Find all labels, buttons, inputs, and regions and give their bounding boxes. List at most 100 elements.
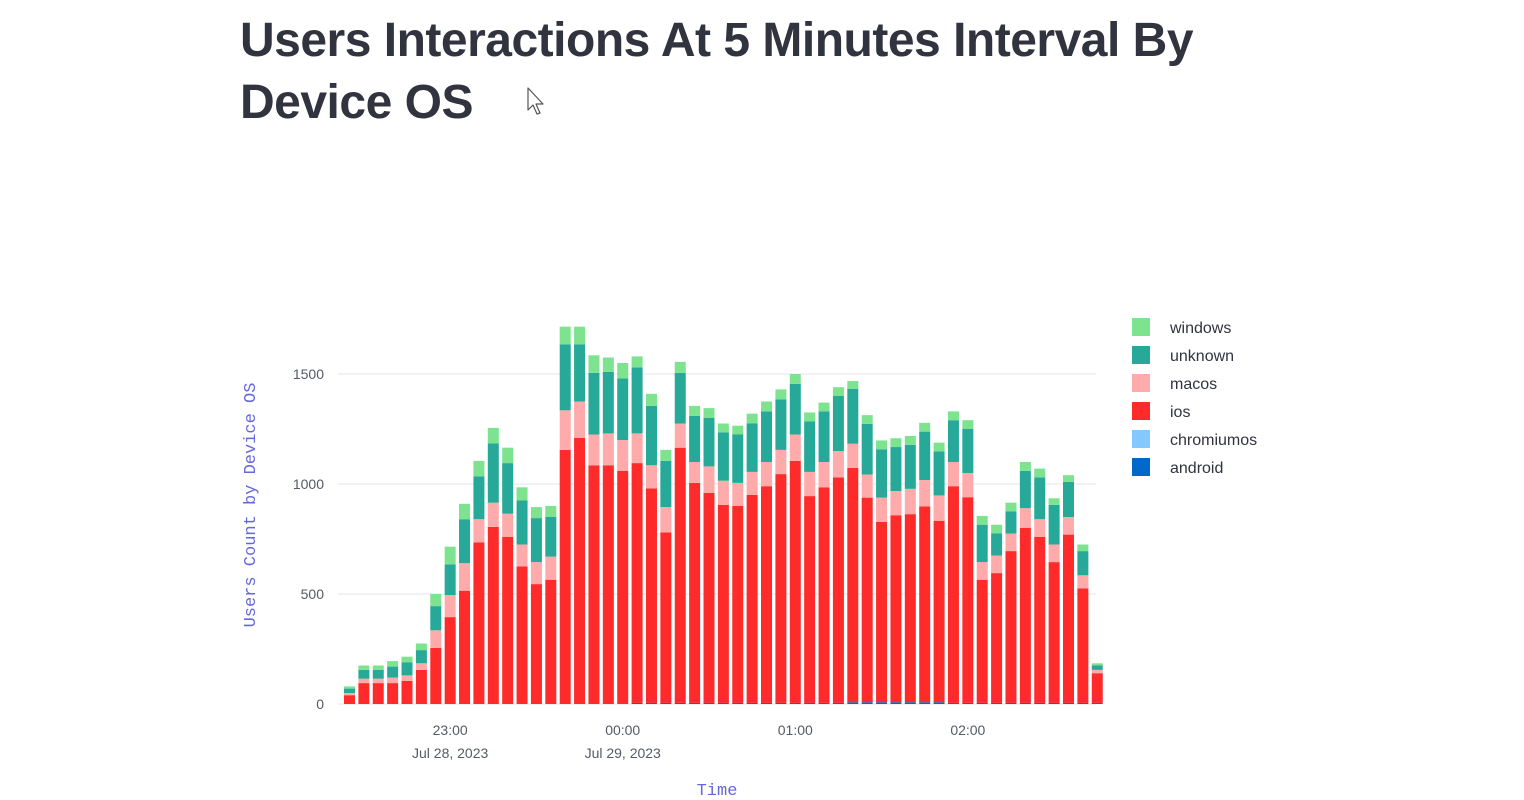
bar-segment-windows bbox=[344, 686, 355, 689]
bar-segment-macos bbox=[904, 488, 916, 515]
bar-segment-windows bbox=[976, 515, 988, 525]
bar-segment-ios bbox=[991, 573, 1003, 703]
bar-segment-macos bbox=[487, 502, 499, 527]
bar-segment-ios bbox=[344, 695, 355, 704]
bar-segment-windows bbox=[732, 425, 744, 435]
bar-segment-windows bbox=[761, 401, 773, 412]
bar-segment-macos bbox=[516, 544, 528, 567]
bar-segment-windows bbox=[372, 665, 384, 670]
x-tick-label: 00:00 bbox=[605, 722, 640, 738]
bar-segment-windows bbox=[933, 442, 945, 452]
bar-segment-android bbox=[1034, 702, 1046, 704]
bar-segment-windows bbox=[617, 363, 629, 379]
bar-segment-macos bbox=[1063, 517, 1074, 535]
bar-segment-ios bbox=[430, 647, 442, 704]
bar-segment-unknown bbox=[617, 378, 629, 440]
bar-segment-unknown bbox=[1091, 665, 1103, 670]
legend-swatch-unknown bbox=[1132, 346, 1150, 364]
bar-segment-ios bbox=[1005, 551, 1017, 703]
legend-label-windows: windows bbox=[1169, 320, 1231, 337]
bar-segment-android bbox=[976, 702, 988, 704]
bar-segment-ios bbox=[890, 515, 902, 703]
bar-segment-macos bbox=[1077, 575, 1089, 589]
bar-segment-windows bbox=[674, 361, 686, 373]
bar-segment-windows bbox=[473, 460, 485, 477]
bar-segment-android bbox=[818, 702, 830, 704]
bar-segment-ios bbox=[645, 488, 657, 703]
bar-segment-macos bbox=[502, 513, 514, 537]
bar-segment-windows bbox=[1034, 468, 1046, 478]
bar-segment-android bbox=[876, 702, 888, 704]
bar-segment-android bbox=[645, 702, 657, 704]
bar-segment-windows bbox=[645, 393, 657, 406]
bar-segment-windows bbox=[861, 415, 873, 424]
bar-segment-macos bbox=[832, 451, 844, 478]
bar-segment-unknown bbox=[847, 388, 859, 444]
bar-segment-ios bbox=[1077, 588, 1089, 703]
bar-segment-ios bbox=[372, 683, 384, 704]
legend-swatch-windows bbox=[1132, 318, 1150, 336]
bar-segment-ios bbox=[904, 514, 916, 703]
bar-segment-unknown bbox=[358, 669, 370, 679]
bar-segment-unknown bbox=[703, 418, 715, 467]
bar-segment-windows bbox=[904, 436, 916, 445]
bar-segment-ios bbox=[861, 497, 873, 703]
bar-segment-unknown bbox=[487, 443, 499, 503]
bar-segment-ios bbox=[487, 526, 499, 704]
bar-segment-ios bbox=[401, 680, 413, 704]
bar-segment-unknown bbox=[1034, 477, 1046, 520]
bar-segment-macos bbox=[574, 401, 586, 438]
bar-segment-windows bbox=[1077, 544, 1089, 552]
bar-segment-unknown bbox=[1005, 511, 1017, 534]
bar-segment-ios bbox=[962, 497, 974, 703]
legend-label-macos: macos bbox=[1170, 376, 1217, 393]
bar-segment-android bbox=[746, 702, 758, 704]
bar-segment-macos bbox=[976, 562, 988, 580]
bar-segment-unknown bbox=[861, 423, 873, 475]
bar-segment-unknown bbox=[430, 606, 442, 631]
legend-label-android: android bbox=[1170, 460, 1223, 477]
bar-segment-macos bbox=[1091, 669, 1103, 674]
bar-segment-android bbox=[804, 702, 816, 704]
y-tick-label: 1500 bbox=[293, 366, 324, 382]
bar-segment-android bbox=[775, 702, 787, 704]
bar-segment-macos bbox=[890, 491, 902, 516]
bar-segment-macos bbox=[804, 471, 816, 497]
bar-segment-unknown bbox=[818, 411, 830, 462]
y-axis-title: Users Count by Device OS bbox=[242, 383, 261, 628]
bar-segment-unknown bbox=[804, 421, 816, 472]
bar-segment-windows bbox=[387, 661, 399, 667]
bar-segment-ios bbox=[947, 486, 959, 703]
bar-segment-windows bbox=[530, 507, 542, 519]
bar-segment-windows bbox=[588, 355, 600, 373]
bar-segment-ios bbox=[574, 437, 586, 704]
legend-swatch-macos bbox=[1132, 374, 1150, 392]
bar-segment-unknown bbox=[387, 666, 399, 678]
bar-segment-macos bbox=[991, 555, 1003, 574]
bar-segment-macos bbox=[1005, 533, 1017, 552]
bar-segment-unknown bbox=[459, 519, 471, 564]
bar-segment-unknown bbox=[415, 650, 427, 664]
bar-segment-windows bbox=[847, 381, 859, 389]
bar-segment-ios bbox=[516, 566, 528, 704]
bar-segment-macos bbox=[1034, 519, 1046, 537]
bar-segment-macos bbox=[358, 678, 370, 684]
bar-segment-windows bbox=[631, 356, 643, 368]
bar-segment-windows bbox=[574, 326, 586, 345]
bar-segment-windows bbox=[1063, 475, 1074, 482]
bar-segment-macos bbox=[372, 678, 384, 684]
bar-segment-unknown bbox=[904, 444, 916, 489]
bar-segment-unknown bbox=[761, 411, 773, 462]
y-tick-label: 1000 bbox=[293, 476, 324, 492]
bar-segment-macos bbox=[703, 466, 715, 493]
bar-segment-android bbox=[689, 702, 701, 704]
bar-segment-ios bbox=[1019, 528, 1031, 703]
bar-segment-unknown bbox=[631, 367, 643, 434]
bar-segment-unknown bbox=[1077, 551, 1089, 576]
x-tick-label: 23:00 bbox=[433, 722, 468, 738]
x-tick-sublabel: Jul 28, 2023 bbox=[412, 745, 488, 761]
bar-segment-ios bbox=[933, 520, 945, 703]
bar-segment-unknown bbox=[516, 500, 528, 545]
bar-segment-unknown bbox=[660, 460, 672, 508]
x-axis-title: Time bbox=[697, 782, 738, 800]
